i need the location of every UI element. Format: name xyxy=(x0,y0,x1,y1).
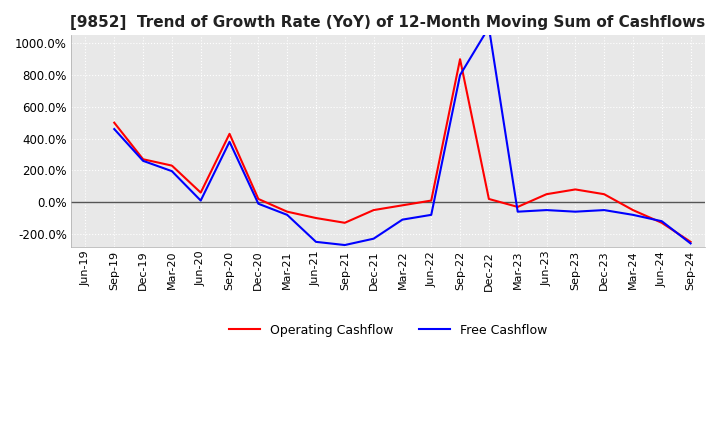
Line: Free Cashflow: Free Cashflow xyxy=(114,27,690,245)
Operating Cashflow xyxy=(254,196,263,202)
Free Cashflow xyxy=(427,212,436,217)
Free Cashflow xyxy=(686,241,695,246)
Operating Cashflow xyxy=(369,207,378,213)
Operating Cashflow xyxy=(427,198,436,203)
Free Cashflow xyxy=(197,198,205,203)
Free Cashflow xyxy=(341,242,349,248)
Operating Cashflow xyxy=(513,204,522,209)
Free Cashflow xyxy=(629,212,637,217)
Free Cashflow xyxy=(456,73,464,78)
Free Cashflow xyxy=(283,212,292,217)
Operating Cashflow xyxy=(312,216,320,221)
Operating Cashflow xyxy=(686,239,695,245)
Free Cashflow xyxy=(369,236,378,241)
Title: [9852]  Trend of Growth Rate (YoY) of 12-Month Moving Sum of Cashflows: [9852] Trend of Growth Rate (YoY) of 12-… xyxy=(71,15,706,30)
Free Cashflow xyxy=(513,209,522,214)
Operating Cashflow xyxy=(542,191,551,197)
Free Cashflow xyxy=(139,158,148,164)
Free Cashflow xyxy=(398,217,407,222)
Free Cashflow xyxy=(312,239,320,245)
Free Cashflow xyxy=(254,201,263,206)
Operating Cashflow xyxy=(110,120,119,125)
Operating Cashflow xyxy=(657,220,666,225)
Operating Cashflow xyxy=(283,209,292,214)
Free Cashflow xyxy=(168,169,176,174)
Free Cashflow xyxy=(571,209,580,214)
Operating Cashflow xyxy=(168,163,176,168)
Operating Cashflow xyxy=(456,56,464,62)
Free Cashflow xyxy=(485,25,493,30)
Free Cashflow xyxy=(657,219,666,224)
Operating Cashflow xyxy=(600,191,608,197)
Legend: Operating Cashflow, Free Cashflow: Operating Cashflow, Free Cashflow xyxy=(224,319,552,342)
Operating Cashflow xyxy=(197,190,205,195)
Operating Cashflow xyxy=(629,207,637,213)
Operating Cashflow xyxy=(571,187,580,192)
Free Cashflow xyxy=(600,207,608,213)
Operating Cashflow xyxy=(485,196,493,202)
Operating Cashflow xyxy=(398,203,407,208)
Free Cashflow xyxy=(225,139,234,144)
Line: Operating Cashflow: Operating Cashflow xyxy=(114,59,690,242)
Operating Cashflow xyxy=(225,131,234,136)
Operating Cashflow xyxy=(341,220,349,225)
Free Cashflow xyxy=(110,126,119,132)
Operating Cashflow xyxy=(139,157,148,162)
Free Cashflow xyxy=(542,207,551,213)
